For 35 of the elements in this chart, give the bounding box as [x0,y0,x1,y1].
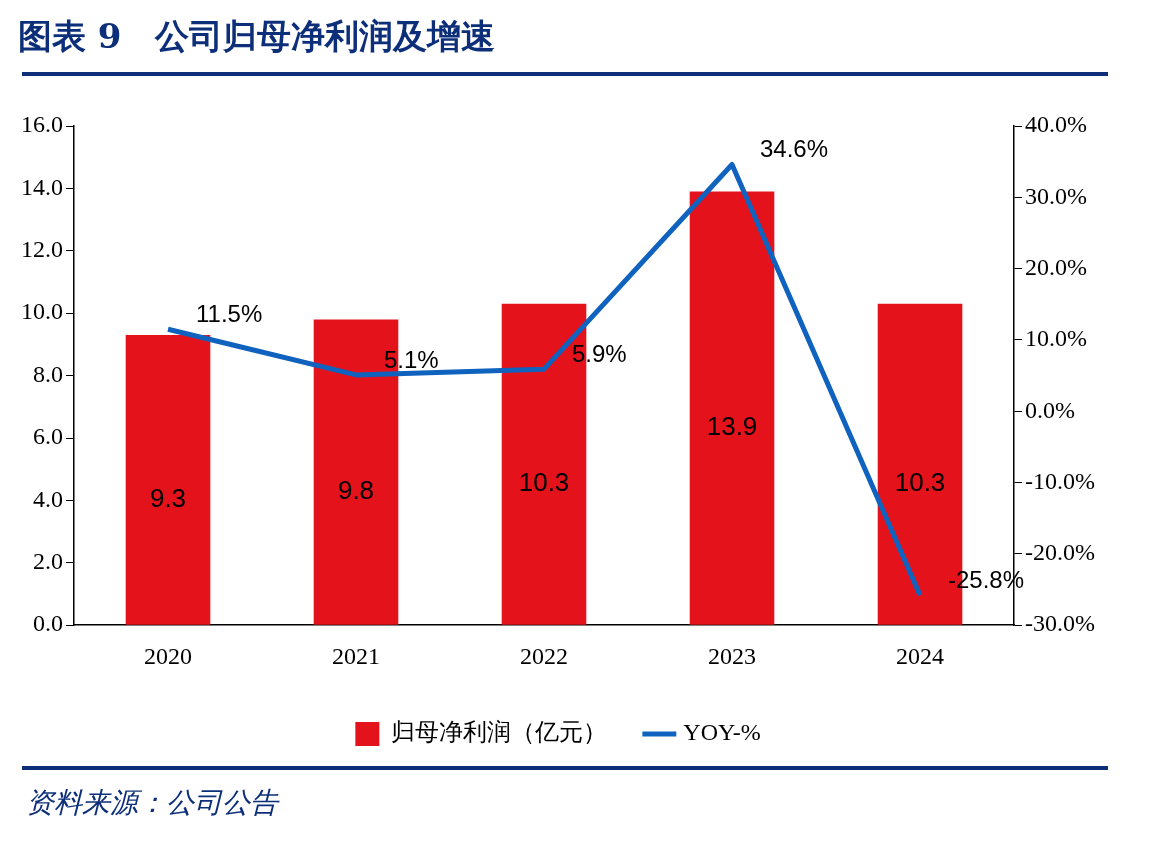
x-tick-label: 2024 [896,642,945,669]
data-label: 10.3 [518,467,570,498]
data-label: 34.6% [760,135,829,163]
y-tick-label: 12.0 [21,236,63,263]
x-tick-label: 2021 [332,642,380,669]
y-tick-label: 8.0 [33,360,63,387]
y2-tick-label: 40.0% [1025,111,1088,138]
data-label: 13.9 [706,411,758,442]
x-tick-label: 2020 [144,642,192,669]
y2-tick-label: 10.0% [1025,325,1088,352]
data-label: 9.3 [149,483,187,514]
bar [689,191,775,625]
data-label: 9.8 [337,475,375,506]
y-tick-label: 0.0 [33,610,63,637]
x-tick-label: 2023 [708,642,757,669]
legend-label: 归母净利润（亿元） [391,719,608,746]
data-label: 10.3 [894,467,946,498]
legend-label: YOY-% [683,719,761,746]
y2-tick-label: 20.0% [1025,253,1088,280]
x-tick-label: 2022 [520,642,569,669]
y-tick-label: 2.0 [33,548,63,575]
y2-tick-label: -10.0% [1025,467,1096,494]
y-tick-label: 16.0 [21,111,63,138]
y-tick-label: 10.0 [21,298,63,325]
y2-tick-label: 0.0% [1025,396,1076,423]
data-label: 11.5% [196,299,263,327]
bar [125,335,211,625]
y2-tick-label: -20.0% [1025,539,1096,566]
text: 资料来源：公司公告 [25,785,281,821]
y-tick-label: 4.0 [33,485,63,512]
y2-tick-label: -30.0% [1025,610,1096,637]
y-tick-label: 6.0 [33,423,63,450]
y-tick-label: 14.0 [21,173,63,200]
chart-title: 图表 9 公司归母净利润及增速 [17,15,497,58]
y2-tick-label: 30.0% [1025,182,1088,209]
